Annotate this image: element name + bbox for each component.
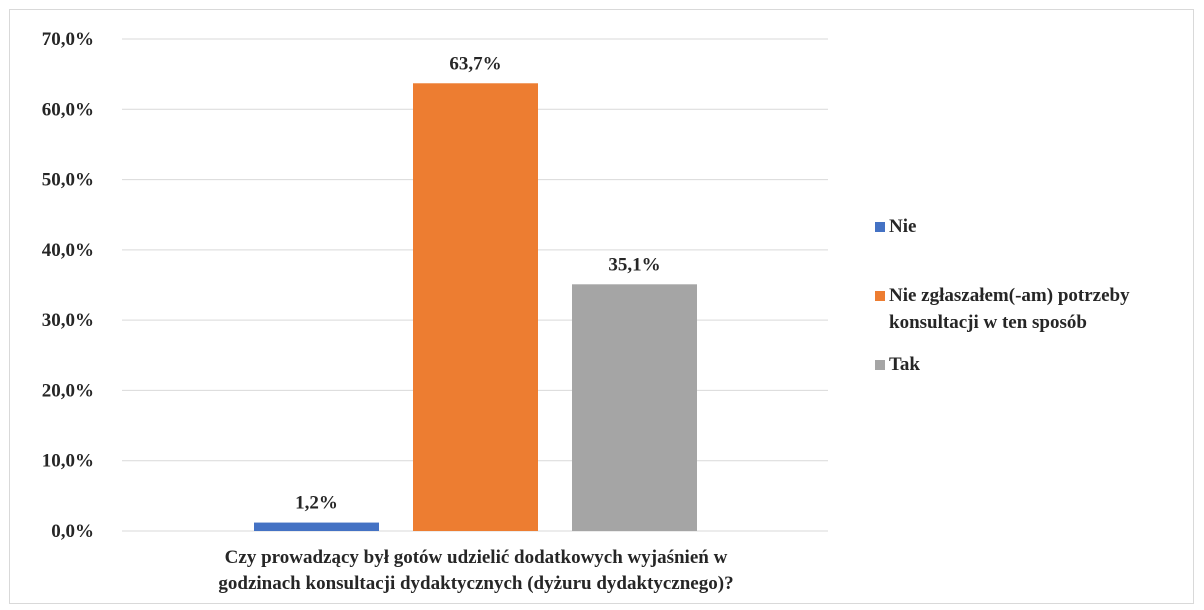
legend-label: Nie <box>889 216 916 237</box>
legend-label: konsultacji w ten sposób <box>889 312 1087 333</box>
data-labels: 1,2% 63,7% 35,1% <box>295 53 661 513</box>
bar-chart: 0,0%10,0%20,0%30,0%40,0%50,0%60,0%70,0% … <box>42 29 1130 594</box>
data-label: 63,7% <box>449 53 501 74</box>
x-axis-label-line: Czy prowadzący był gotów udzielić dodatk… <box>225 547 728 568</box>
legend: Nie Nie zgłaszałem(-am) potrzeby konsultac… <box>875 216 1130 375</box>
y-tick-label: 0,0% <box>51 521 94 542</box>
x-axis-label-line: godzinach konsultacji dydaktycznych (dyż… <box>218 573 733 594</box>
y-tick-label: 10,0% <box>42 451 94 472</box>
bar-1 <box>254 522 379 531</box>
y-tick-label: 60,0% <box>42 99 94 120</box>
bar-3 <box>572 284 697 531</box>
chart-frame: 0,0% 10,0% 20,0% 30,0% 40,0% 50,0% 60,0% 70,0% … <box>9 9 1194 604</box>
y-tick-label: 40,0% <box>42 240 94 261</box>
legend-label: Nie zgłaszałem(-am) potrzeby <box>889 285 1130 306</box>
bar-2 <box>413 83 538 531</box>
y-tick-label: 70,0% <box>42 29 94 50</box>
legend-swatch <box>875 291 885 301</box>
legend-label: Tak <box>889 354 920 375</box>
y-tick-label: 30,0% <box>42 310 94 331</box>
bars <box>254 83 697 531</box>
data-label: 35,1% <box>608 254 660 275</box>
y-tick-label: 20,0% <box>42 380 94 401</box>
x-axis-label: Czy prowadzący był gotów udzielić dodatk… <box>218 547 733 594</box>
data-label: 1,2% <box>295 493 338 514</box>
legend-swatch <box>875 222 885 232</box>
legend-swatch <box>875 360 885 370</box>
y-axis-tick-labels: 0,0% 10,0% 20,0% 30,0% 40,0% 50,0% 60,0% 70,0% <box>42 29 94 542</box>
y-tick-label: 50,0% <box>42 170 94 191</box>
